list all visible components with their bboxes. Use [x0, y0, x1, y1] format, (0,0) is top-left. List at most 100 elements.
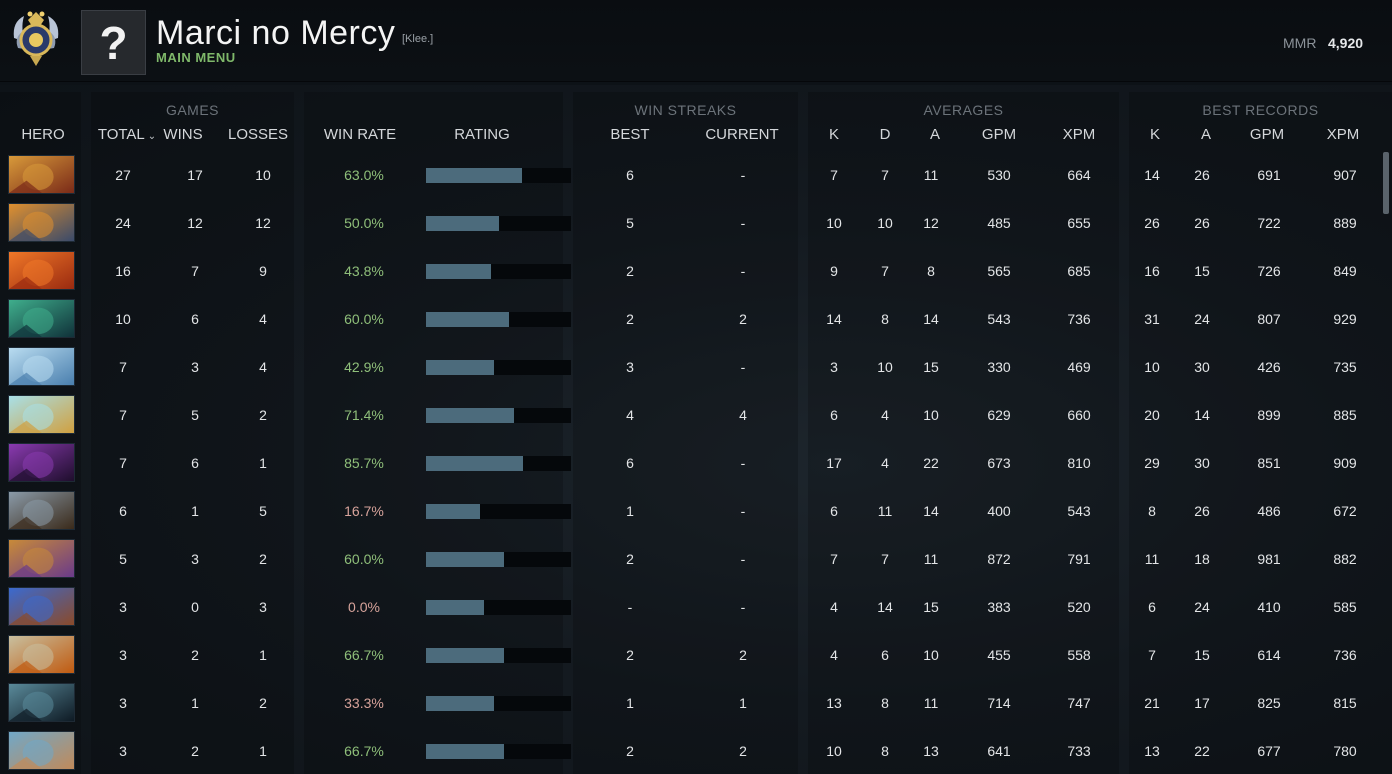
cell-wins: 3 [191, 551, 199, 567]
col-avg-a[interactable]: A [929, 126, 940, 143]
cell-best-a: 17 [1194, 695, 1210, 711]
col-best-gpm[interactable]: GPM [1249, 126, 1285, 143]
col-avg-xpm[interactable]: XPM [1062, 126, 1096, 143]
cell-avg-k: 6 [830, 407, 838, 423]
cell-wins: 2 [191, 647, 199, 663]
cell-best-k: 21 [1144, 695, 1160, 711]
hero-icon-legion-commander [8, 155, 75, 194]
rating-bar [426, 312, 571, 327]
cell-avg-d: 10 [877, 359, 893, 375]
table-row[interactable]: 7 3 4 42.9% 3 - 3 10 15 330 469 10 30 42… [0, 343, 1392, 391]
col-best-a[interactable]: A [1200, 126, 1211, 143]
averages-panel [808, 92, 1119, 774]
cell-avg-gpm: 543 [987, 311, 1011, 327]
table-row[interactable]: 3 2 1 66.7% 2 2 10 8 13 641 733 13 22 67… [0, 727, 1392, 774]
cell-avg-gpm: 485 [987, 215, 1011, 231]
cell-win-rate: 33.3% [344, 695, 384, 711]
cell-avg-a: 15 [923, 359, 939, 375]
table-row[interactable]: 5 3 2 60.0% 2 - 7 7 11 872 791 11 18 981… [0, 535, 1392, 583]
cell-avg-gpm: 400 [987, 503, 1011, 519]
vertical-scrollbar[interactable] [1383, 152, 1389, 214]
cell-total: 7 [119, 455, 127, 471]
cell-avg-xpm: 747 [1067, 695, 1091, 711]
rating-bar-fill [426, 408, 514, 423]
rating-bar [426, 216, 571, 231]
cell-wins: 6 [191, 311, 199, 327]
cell-losses: 9 [259, 263, 267, 279]
cell-avg-k: 4 [830, 647, 838, 663]
table-row[interactable]: 24 12 12 50.0% 5 - 10 10 12 485 655 26 2… [0, 199, 1392, 247]
cell-wins: 17 [187, 167, 203, 183]
cell-avg-xpm: 685 [1067, 263, 1091, 279]
col-best-k[interactable]: K [1149, 126, 1160, 143]
sort-chevron-down-icon: ⌄ [147, 131, 157, 142]
cell-avg-xpm: 655 [1067, 215, 1091, 231]
group-games-label: GAMES [165, 102, 220, 118]
table-row[interactable]: 10 6 4 60.0% 2 2 14 8 14 543 736 31 24 8… [0, 295, 1392, 343]
cell-current-streak: - [740, 359, 746, 375]
col-win-rate[interactable]: WIN RATE [323, 126, 397, 143]
rating-bar-fill [426, 504, 480, 519]
cell-avg-k: 9 [830, 263, 838, 279]
cell-current-streak: - [740, 455, 746, 471]
cell-best-k: 13 [1144, 743, 1160, 759]
cell-best-k: 7 [1148, 647, 1156, 663]
cell-avg-gpm: 641 [987, 743, 1011, 759]
player-avatar[interactable]: ? [81, 10, 146, 75]
rating-bar-fill [426, 456, 523, 471]
cell-avg-a: 22 [923, 455, 939, 471]
col-best-xpm[interactable]: XPM [1326, 126, 1360, 143]
main-menu-link[interactable]: MAIN MENU [156, 50, 236, 65]
rating-bar-fill [426, 264, 491, 279]
cell-avg-d: 4 [881, 407, 889, 423]
cell-avg-a: 8 [927, 263, 935, 279]
rating-bar-fill [426, 600, 484, 615]
col-hero[interactable]: HERO [21, 126, 65, 143]
cell-losses: 4 [259, 311, 267, 327]
cell-avg-d: 8 [881, 695, 889, 711]
col-rating[interactable]: RATING [454, 126, 510, 143]
cell-avg-gpm: 530 [987, 167, 1011, 183]
rating-bar [426, 504, 571, 519]
cell-avg-a: 15 [923, 599, 939, 615]
cell-best-gpm: 691 [1257, 167, 1281, 183]
table-row[interactable]: 6 1 5 16.7% 1 - 6 11 14 400 543 8 26 486… [0, 487, 1392, 535]
table-row[interactable]: 7 6 1 85.7% 6 - 17 4 22 673 810 29 30 85… [0, 439, 1392, 487]
cell-best-k: 6 [1148, 599, 1156, 615]
col-avg-k[interactable]: K [828, 126, 839, 143]
col-total[interactable]: TOTAL ⌄ [93, 126, 161, 143]
table-row[interactable]: 16 7 9 43.8% 2 - 9 7 8 565 685 16 15 726… [0, 247, 1392, 295]
cell-best-streak: 2 [626, 743, 634, 759]
cell-avg-xpm: 736 [1067, 311, 1091, 327]
cell-avg-d: 7 [881, 263, 889, 279]
profile-header: ? Marci no Mercy [Klee.] MAIN MENU MMR 4… [0, 0, 1392, 82]
col-avg-gpm[interactable]: GPM [981, 126, 1017, 143]
cell-avg-gpm: 455 [987, 647, 1011, 663]
table-row[interactable]: 3 0 3 0.0% - - 4 14 15 383 520 6 24 410 … [0, 583, 1392, 631]
col-wins[interactable]: WINS [163, 126, 203, 143]
cell-best-gpm: 486 [1257, 503, 1281, 519]
cell-best-xpm: 780 [1333, 743, 1357, 759]
table-row[interactable]: 27 17 10 63.0% 6 - 7 7 11 530 664 14 26 … [0, 151, 1392, 199]
cell-total: 7 [119, 407, 127, 423]
cell-best-gpm: 981 [1257, 551, 1281, 567]
rating-bar [426, 168, 571, 183]
hero-icon-monkey-king [8, 203, 75, 242]
table-row[interactable]: 3 1 2 33.3% 1 1 13 8 11 714 747 21 17 82… [0, 679, 1392, 727]
cell-best-gpm: 614 [1257, 647, 1281, 663]
table-row[interactable]: 3 2 1 66.7% 2 2 4 6 10 455 558 7 15 614 … [0, 631, 1392, 679]
hero-icon-storm-spirit [8, 587, 75, 626]
table-row[interactable]: 7 5 2 71.4% 4 4 6 4 10 629 660 20 14 899… [0, 391, 1392, 439]
col-best-streak[interactable]: BEST [610, 126, 650, 143]
cell-win-rate: 50.0% [344, 215, 384, 231]
hero-icon-marci [8, 395, 75, 434]
cell-best-k: 16 [1144, 263, 1160, 279]
cell-avg-xpm: 543 [1067, 503, 1091, 519]
cell-best-k: 11 [1144, 551, 1160, 567]
col-avg-d[interactable]: D [879, 126, 891, 143]
cell-avg-xpm: 664 [1067, 167, 1091, 183]
cell-win-rate: 66.7% [344, 743, 384, 759]
col-losses[interactable]: LOSSES [227, 126, 289, 143]
rating-bar [426, 648, 571, 663]
col-current-streak[interactable]: CURRENT [705, 126, 779, 143]
